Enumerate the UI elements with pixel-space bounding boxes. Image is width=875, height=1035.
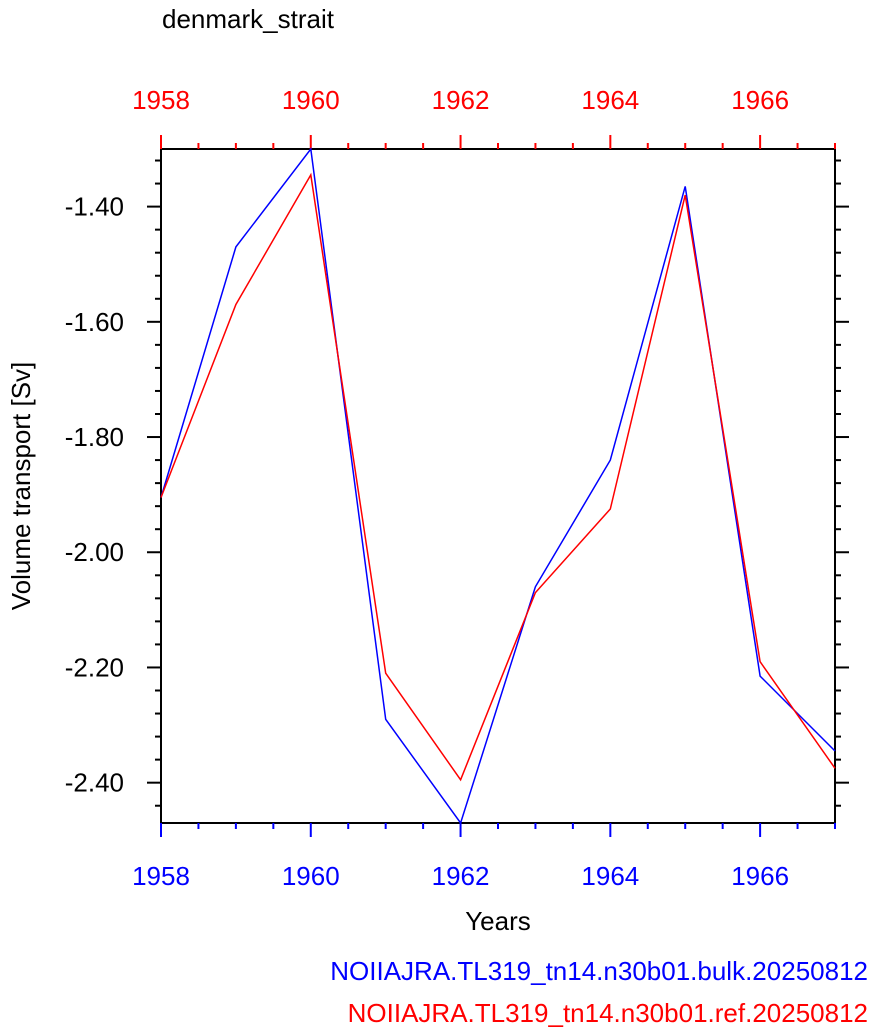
y-tick-label: -1.80 [65, 422, 124, 452]
x-tick-label-bottom: 1962 [432, 861, 490, 891]
axis-ticks: 1958 1958 1960 1960 1962 1962 1964 1964 1966 1966… [65, 85, 849, 891]
x-tick-label-bottom: 1960 [282, 861, 340, 891]
x-tick-label-bottom: 1966 [731, 861, 789, 891]
legend-entry-bulk: NOIIAJRA.TL319_tn14.n30b01.bulk.20250812 [330, 956, 868, 986]
x-tick-label-bottom: 1958 [132, 861, 190, 891]
data-lines [160, 147, 836, 825]
x-tick-label-top: 1964 [581, 85, 639, 115]
x-tick-label-top: 1962 [432, 85, 490, 115]
legend-entry-ref: NOIIAJRA.TL319_tn14.n30b01.ref.20250812 [348, 998, 868, 1028]
chart-title: denmark_strait [162, 4, 335, 34]
x-axis-title: Years [465, 906, 531, 936]
x-tick-label-bottom: 1964 [581, 861, 639, 891]
y-tick-label: -2.40 [65, 768, 124, 798]
x-tick-label-top: 1958 [132, 85, 190, 115]
series-line-1 [160, 172, 836, 782]
x-tick-label-top: 1960 [282, 85, 340, 115]
y-tick-label: -2.00 [65, 537, 124, 567]
series-line-0 [160, 147, 836, 825]
plot-frame [160, 148, 836, 824]
y-tick-label: -1.40 [65, 192, 124, 222]
y-axis-title: Volume transport [Sv] [6, 362, 36, 611]
y-tick-label: -2.20 [65, 652, 124, 682]
x-tick-label-top: 1966 [731, 85, 789, 115]
y-tick-label: -1.60 [65, 307, 124, 337]
